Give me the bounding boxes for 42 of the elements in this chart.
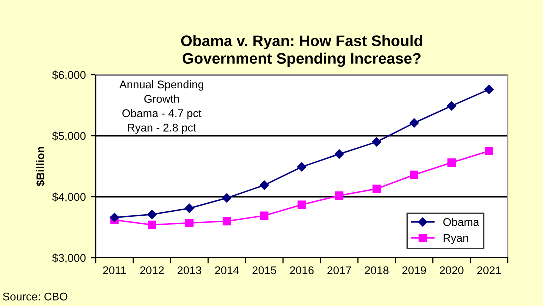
annotation: Annual Spending Growth Obama - 4.7 pct Ryan - 2.8 pct [120, 80, 204, 134]
point [372, 137, 382, 147]
point [410, 170, 419, 180]
x-tick-label: 2021 [477, 266, 502, 274]
point [485, 147, 494, 156]
legend-label: Obama [444, 218, 480, 226]
point [334, 150, 344, 159]
x-tick-label: 2020 [440, 266, 464, 274]
legend-label: Ryan [444, 234, 468, 244]
point [148, 220, 156, 230]
x-tick-label: 2015 [252, 266, 276, 274]
x-tick-label: 2013 [178, 266, 202, 274]
point [297, 162, 307, 172]
point [260, 212, 269, 220]
y-axis-title: $Billion [36, 147, 46, 186]
x-tick-label: 2014 [215, 266, 240, 274]
y-tick-label: $5,000 [52, 132, 86, 142]
point [185, 219, 194, 228]
y-tick-label: $3,000 [52, 254, 86, 264]
point [447, 101, 456, 111]
chart-title: Obama v. Ryan: How Fast Should Government Spending Increase? [181, 35, 422, 68]
point [260, 180, 270, 190]
point [110, 213, 120, 222]
point [372, 184, 382, 194]
point [222, 194, 232, 203]
x-tick-label: 2018 [365, 266, 389, 274]
x-tick-label: 2011 [103, 266, 126, 274]
y-tick-label: $6,000 [52, 70, 86, 80]
point [410, 118, 419, 128]
point [148, 210, 157, 220]
point [185, 204, 194, 214]
x-tick-label: 2017 [328, 266, 352, 274]
point [448, 158, 456, 168]
x-tick-label: 2012 [140, 266, 164, 274]
point [484, 85, 494, 94]
point [335, 192, 344, 200]
x-tick-label: 2016 [290, 266, 314, 274]
source-note: Source: CBO [3, 292, 68, 301]
point [222, 217, 232, 226]
x-tick-label: 2019 [402, 266, 426, 274]
point [298, 200, 306, 210]
y-tick-label: $4,000 [52, 192, 86, 202]
